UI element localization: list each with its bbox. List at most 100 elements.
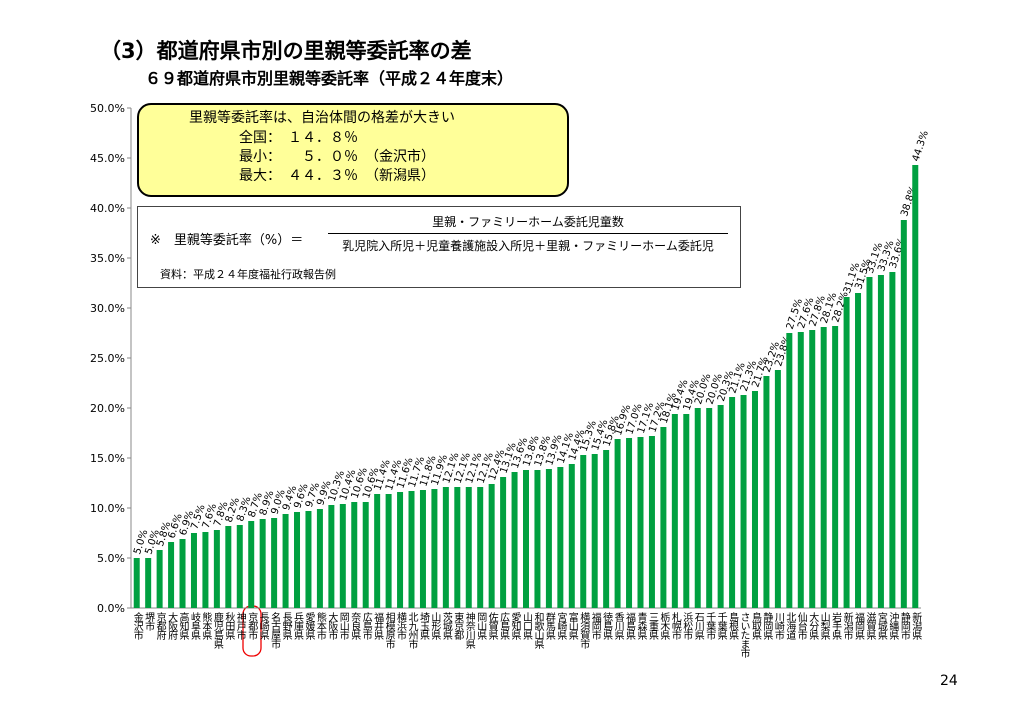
bar bbox=[626, 438, 633, 608]
x-tick-label: 新潟県 bbox=[910, 611, 922, 641]
x-tick-label: 長野県 bbox=[280, 612, 292, 641]
x-tick-label: 山口県 bbox=[521, 612, 533, 641]
x-tick-label: 熊本市 bbox=[314, 611, 326, 641]
x-tick-label: 石川県 bbox=[692, 612, 704, 641]
bar bbox=[912, 165, 919, 608]
x-tick-label: 鳥取県 bbox=[749, 611, 761, 641]
x-tick-label: 群馬県 bbox=[543, 611, 555, 641]
x-tick-label: 福岡市 bbox=[589, 611, 601, 641]
x-tick-label: 横須賀市 bbox=[578, 611, 590, 650]
x-tick-label: 和歌山県 bbox=[532, 612, 544, 650]
summary-line: 最大： ４４．３％ （新潟県） bbox=[239, 168, 435, 184]
formula-source: 資料：平成２４年度福祉行政報告例 bbox=[160, 268, 336, 281]
summary-line: 最小： ５．０％ （金沢市） bbox=[239, 149, 435, 165]
y-tick-label: 45.0% bbox=[90, 152, 125, 165]
x-tick-label: 佐賀県 bbox=[486, 612, 498, 641]
bar bbox=[225, 526, 232, 608]
x-tick-label: 神奈川県 bbox=[463, 611, 475, 650]
y-tick-label: 25.0% bbox=[90, 352, 125, 365]
bar bbox=[454, 487, 461, 608]
bar bbox=[786, 333, 793, 608]
bar bbox=[797, 332, 804, 608]
bar bbox=[523, 470, 529, 608]
x-tick-label: 京都市 bbox=[246, 611, 258, 641]
bar bbox=[316, 509, 323, 608]
x-tick-label: 宮城県 bbox=[875, 611, 887, 641]
x-tick-label: さいたま市 bbox=[738, 612, 750, 659]
bar bbox=[339, 504, 346, 608]
x-tick-label: 長崎県 bbox=[257, 612, 269, 641]
bar bbox=[809, 330, 816, 608]
chart-subtitle: ６９都道府県市別里親等委託率（平成２４年度末） bbox=[145, 69, 513, 88]
bar bbox=[145, 558, 152, 608]
bar bbox=[213, 530, 220, 608]
bar bbox=[431, 489, 438, 608]
x-tick-label: 宮崎県 bbox=[555, 611, 567, 641]
y-tick-label: 15.0% bbox=[90, 452, 125, 465]
bar bbox=[362, 502, 369, 608]
bar bbox=[660, 427, 667, 608]
bar bbox=[855, 293, 862, 608]
x-tick-label: 茨城県 bbox=[440, 611, 452, 641]
x-tick-label: 三重県 bbox=[646, 612, 658, 641]
formula-numerator: 里親・ファミリーホーム委託児童数 bbox=[432, 215, 624, 229]
bar bbox=[500, 477, 507, 608]
bar bbox=[465, 487, 472, 608]
bar bbox=[694, 408, 701, 608]
x-tick-label: 広島市 bbox=[360, 611, 372, 641]
y-tick-label: 0.0% bbox=[97, 602, 125, 615]
x-tick-label: 大阪市 bbox=[326, 611, 338, 641]
x-tick-label: 金沢市 bbox=[131, 611, 143, 641]
x-tick-label: 栃木県 bbox=[658, 611, 670, 641]
bar bbox=[190, 533, 197, 608]
x-tick-label: 熊本県 bbox=[200, 611, 212, 641]
x-tick-label: 仙台市 bbox=[795, 611, 807, 641]
bar bbox=[603, 450, 610, 608]
formula-box: ※ 里親等委託率（%）＝ 里親・ファミリーホーム委託児童数 乳児院入所児＋児童養… bbox=[137, 206, 741, 288]
bar bbox=[305, 511, 312, 608]
bar bbox=[545, 469, 552, 608]
bar bbox=[671, 414, 678, 608]
bar bbox=[442, 487, 449, 608]
y-tick-label: 20.0% bbox=[90, 402, 125, 415]
x-tick-label: 岐阜県 bbox=[188, 611, 200, 641]
bar bbox=[374, 494, 381, 608]
bar bbox=[202, 532, 209, 608]
x-tick-label: 愛知県 bbox=[509, 611, 521, 641]
bar bbox=[511, 472, 518, 608]
bar bbox=[591, 454, 598, 608]
y-tick-label: 10.0% bbox=[90, 502, 125, 515]
x-tick-label: 静岡県 bbox=[761, 611, 773, 641]
bar bbox=[751, 391, 758, 608]
x-tick-label: 島根県 bbox=[727, 611, 739, 641]
bar bbox=[740, 395, 747, 608]
bar bbox=[328, 505, 335, 608]
x-tick-label: 秋田県 bbox=[223, 611, 235, 641]
y-tick-label: 5.0% bbox=[97, 552, 125, 565]
y-tick-label: 40.0% bbox=[90, 202, 125, 215]
bar bbox=[637, 437, 644, 608]
x-tick-label: 名古屋市 bbox=[269, 611, 281, 650]
x-tick-label: 岩手県 bbox=[830, 611, 842, 641]
x-tick-label: 浜松市 bbox=[681, 612, 693, 641]
x-tick-label: 山梨県 bbox=[818, 612, 830, 641]
bar bbox=[774, 370, 781, 608]
bar bbox=[568, 464, 575, 608]
bar bbox=[294, 512, 301, 608]
bar bbox=[820, 327, 827, 608]
bar bbox=[729, 397, 736, 608]
summary-heading: 里親等委託率は、自治体間の格差が大きい bbox=[189, 110, 455, 126]
x-tick-label: 神戸市 bbox=[234, 611, 246, 641]
x-tick-label: 大分県 bbox=[807, 611, 819, 641]
x-tick-label: 徳島県 bbox=[601, 611, 613, 641]
x-tick-label: 京都府 bbox=[154, 611, 166, 641]
bar bbox=[271, 518, 278, 608]
x-tick-label: 千葉市 bbox=[704, 612, 716, 641]
bar bbox=[683, 414, 690, 608]
bar bbox=[580, 455, 587, 608]
bar bbox=[385, 494, 392, 608]
bar bbox=[843, 297, 850, 608]
x-tick-label: 北海道 bbox=[784, 612, 796, 640]
bar bbox=[133, 558, 140, 608]
y-tick-label: 35.0% bbox=[90, 252, 125, 265]
